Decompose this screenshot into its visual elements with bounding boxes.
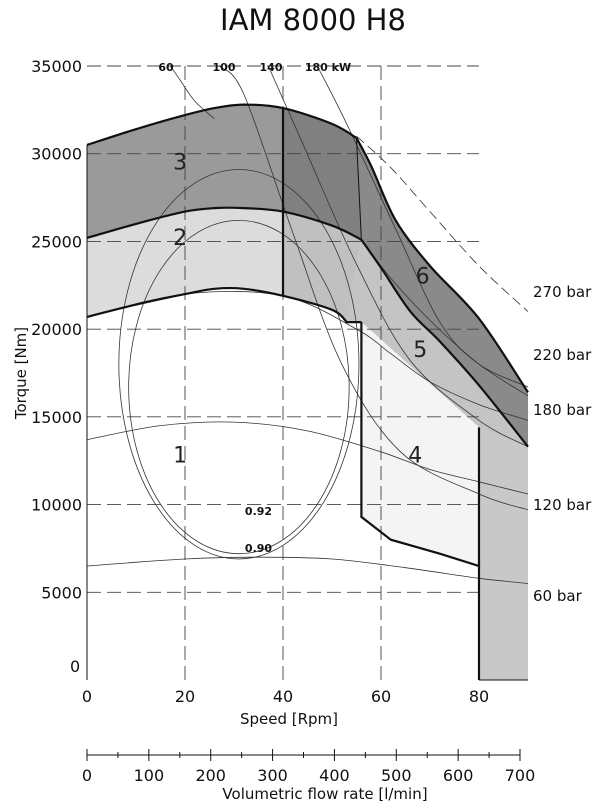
- region-2-highspeed-area: [283, 211, 362, 323]
- region-label: 6: [416, 265, 430, 290]
- region-fills: [87, 104, 528, 680]
- pressure-curve-0: [356, 135, 529, 312]
- region-5-area: [283, 211, 528, 447]
- chart-title: IAM 8000 H8: [220, 3, 406, 37]
- x-tick-label: 0: [82, 687, 92, 706]
- x-tick-label: 20: [175, 687, 195, 706]
- gridlines: [86, 65, 528, 681]
- x2-tick-label: 200: [195, 766, 226, 785]
- x-tick-label: 40: [273, 687, 293, 706]
- region-label: 2: [173, 226, 187, 251]
- x2-tick-label: 500: [381, 766, 412, 785]
- region-label: 3: [173, 151, 187, 176]
- efficiency-curve-1: [118, 169, 360, 560]
- region-boundaries: [86, 103, 529, 680]
- y-tick-label: 30000: [31, 145, 82, 164]
- region-3-boundary: [86, 103, 358, 146]
- x2-axis-label: Volumetric flow rate [l/min]: [222, 785, 427, 803]
- y-tick-label: 25000: [31, 232, 82, 251]
- x-tick-label: 60: [371, 687, 391, 706]
- y-axis-label: Torque [Nm]: [12, 327, 30, 420]
- region-5-boundary: [360, 239, 529, 448]
- region-4-area: [361, 322, 479, 566]
- pressure-label: 60 bar: [533, 587, 583, 605]
- power-curve-3: [316, 65, 529, 388]
- x-axis-label: Speed [Rpm]: [240, 710, 338, 728]
- pressure-label: 270 bar: [533, 283, 592, 301]
- y-tick-label: 5000: [41, 583, 82, 602]
- region-label: 1: [173, 443, 187, 468]
- pressure-label: 220 bar: [533, 346, 592, 364]
- y-tick-label: 15000: [31, 408, 82, 427]
- region-label: 5: [413, 338, 427, 363]
- power-label: 140: [260, 61, 283, 74]
- x2-tick-label: 300: [257, 766, 288, 785]
- x2-tick-label: 400: [319, 766, 350, 785]
- x2-tick-label: 700: [505, 766, 536, 785]
- region-6-area: [356, 137, 528, 447]
- x2-tick-label: 100: [134, 766, 165, 785]
- x2-tick-label: 600: [443, 766, 474, 785]
- y-tick-label: 0: [70, 657, 80, 676]
- region-3-highspeed-area: [283, 108, 362, 240]
- region-2-boundary: [86, 206, 362, 241]
- region-1-boundary: [86, 286, 362, 324]
- region-3-6-divider: [356, 137, 362, 240]
- efficiency-curve-0: [128, 219, 350, 555]
- efficiency-label: 0.90: [245, 542, 272, 555]
- pressure-curve-3: [86, 421, 529, 495]
- region-label: 4: [408, 443, 422, 468]
- pressure-label: 120 bar: [533, 496, 592, 514]
- y-tick-label: 20000: [31, 320, 82, 339]
- pressure-label: 180 bar: [533, 401, 592, 419]
- y-tick-label: 10000: [31, 496, 82, 515]
- power-curve-2: [267, 65, 529, 448]
- power-label: 180 kW: [305, 61, 351, 74]
- x-tick-label: 80: [469, 687, 489, 706]
- y-tick-label: 35000: [31, 57, 82, 76]
- power-curve-0: [169, 65, 215, 119]
- x2-tick-label: 0: [82, 766, 92, 785]
- region-4-boundary: [360, 322, 481, 568]
- power-label: 60: [158, 61, 174, 74]
- region-6-boundary: [355, 137, 529, 393]
- efficiency-label: 0.92: [245, 505, 272, 518]
- power-label: 100: [213, 61, 236, 74]
